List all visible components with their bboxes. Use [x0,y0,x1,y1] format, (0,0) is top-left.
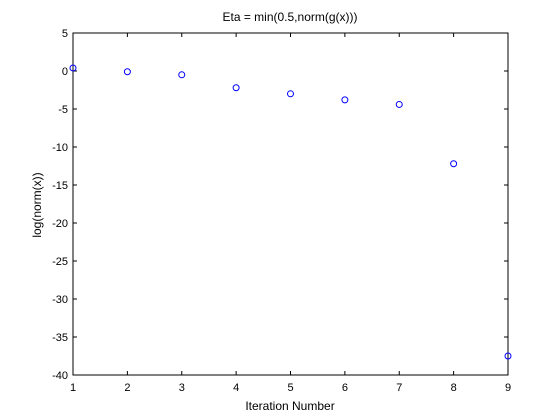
y-tick-label: 0 [62,66,68,78]
y-axis-label: log(norm(x)) [30,172,44,237]
y-tick-label: -35 [52,332,68,344]
y-tick-label: -40 [52,370,68,382]
y-tick-label: -20 [52,218,68,230]
y-tick-label: -15 [52,180,68,192]
chart-title: Eta = min(0.5,norm(g(x))) [222,10,357,24]
y-tick-label: 5 [62,28,68,40]
x-axis-label: Iteration Number [245,399,334,413]
x-tick-label: 5 [287,382,293,394]
x-tick-label: 8 [451,382,457,394]
x-tick-label: 6 [342,382,348,394]
x-tick-label: 3 [179,382,185,394]
x-tick-label: 4 [233,382,239,394]
x-tick-label: 9 [505,382,511,394]
data-point [69,64,77,72]
data-point [504,352,512,360]
data-point [450,160,458,168]
x-tick-label: 7 [396,382,402,394]
data-point [232,84,240,92]
x-tick-label: 1 [70,382,76,394]
data-point [178,71,186,79]
x-tick-label: 2 [124,382,130,394]
y-tick-label: -5 [58,104,68,116]
data-point [123,68,131,76]
data-point [341,96,349,104]
y-tick-label: -25 [52,256,68,268]
data-point [395,100,403,108]
plot-area: 1 2 3 4 5 6 7 8 9 5 0 -5 -10 -15 -20 -25 -30 -35 -40 [52,28,512,394]
y-tick-label: -30 [52,294,68,306]
data-point [287,90,294,98]
y-tick-label: -10 [52,142,68,154]
